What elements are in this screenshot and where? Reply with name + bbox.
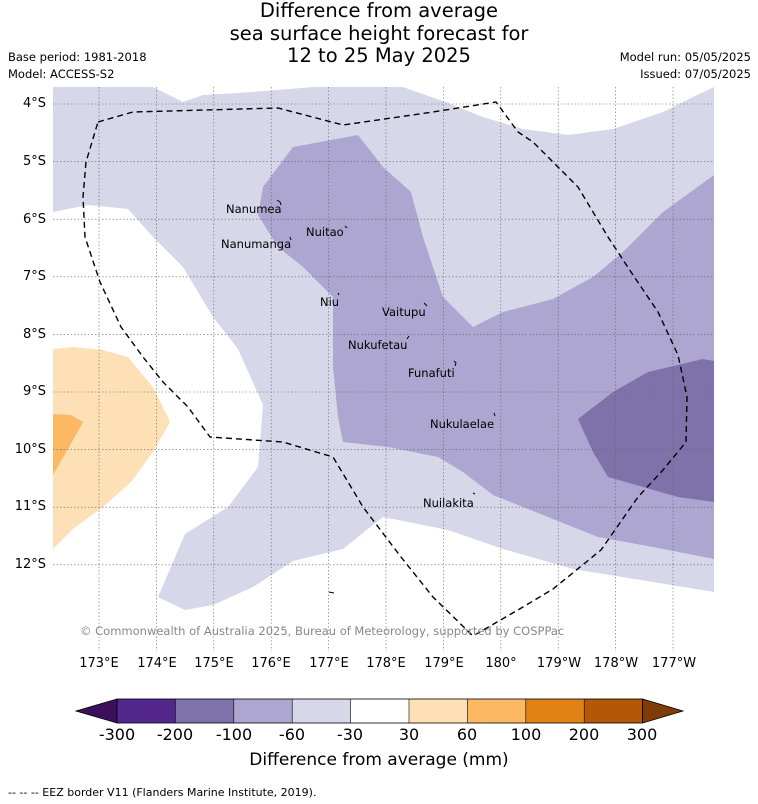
colorbar-label: 60	[456, 725, 478, 744]
label-vaitupu: Vaitupu	[382, 305, 426, 319]
band-p60	[53, 414, 83, 475]
lon-label: 173°E	[79, 656, 119, 671]
colorbar-label: 200	[568, 725, 600, 744]
title-line-2: sea surface height forecast for	[229, 21, 529, 45]
colorbar-segment	[525, 699, 585, 723]
lon-label: 179°W	[536, 656, 582, 671]
model-run: Model run: 05/05/2025	[619, 50, 751, 64]
colorbar-label: -60	[278, 725, 306, 744]
label-nuilakita: Nuilakita	[423, 496, 474, 510]
colorbar-label: 30	[398, 725, 420, 744]
lon-label: 175°E	[194, 656, 234, 671]
island-marker	[453, 360, 457, 367]
colorbar-label: -300	[98, 725, 136, 744]
colorbar-arrow-right	[642, 698, 685, 724]
lat-label: 9°S	[22, 384, 46, 399]
map-title: Difference from average sea surface heig…	[0, 0, 758, 68]
meta-right: Model run: 05/05/2025 Issued: 07/05/2025	[620, 49, 751, 83]
colorbar-segment	[350, 699, 409, 723]
colorbar-segment	[409, 699, 468, 723]
label-nukulaelae: Nukulaelae	[430, 417, 494, 431]
colorbar-segment	[467, 699, 526, 723]
model-name: Model: ACCESS-S2	[8, 67, 115, 81]
colorbar-segment	[292, 699, 351, 723]
lat-label: 5°S	[22, 154, 46, 169]
base-period: Base period: 1981-2018	[8, 50, 147, 64]
eez-border	[82, 101, 688, 637]
label-nuitao: Nuitao	[306, 225, 344, 239]
lon-label: 177°E	[309, 656, 349, 671]
lon-label: 178°W	[593, 656, 639, 671]
colorbar-label: -100	[215, 725, 253, 744]
label-nukufetau: Nukufetau	[348, 338, 407, 352]
lat-label: 4°S	[22, 96, 46, 111]
colorbar-segment	[117, 699, 176, 723]
island-marker	[406, 335, 410, 340]
graticule	[53, 87, 714, 651]
colorbar-frame	[116, 698, 643, 724]
lon-label: 180°	[485, 656, 517, 671]
island-marker	[344, 225, 348, 229]
issued-date: Issued: 07/05/2025	[640, 67, 751, 81]
island-marker	[337, 292, 340, 296]
island-marker	[328, 591, 335, 594]
colorbar-dividers	[175, 699, 585, 723]
island-marker	[289, 236, 292, 241]
lat-label: 8°S	[22, 327, 46, 342]
lon-label: 176°E	[251, 656, 291, 671]
colorbar-label: 300	[626, 725, 658, 744]
label-nanumanga: Nanumanga	[221, 237, 291, 251]
colorbar-label: -200	[156, 725, 194, 744]
island-marker	[493, 412, 496, 417]
colorbar	[74, 698, 685, 724]
colorbar-arrow-left	[74, 698, 118, 724]
lon-label: 177°W	[651, 656, 697, 671]
lon-label: 179°E	[424, 656, 464, 671]
colorbar-segment	[175, 699, 234, 723]
band-m100	[578, 359, 714, 502]
lon-label: 174°E	[137, 656, 177, 671]
band-p30	[53, 347, 170, 549]
label-niu: Niu	[320, 295, 339, 309]
island-marker	[276, 199, 282, 206]
meta-left: Base period: 1981-2018 Model: ACCESS-S2	[8, 49, 147, 83]
eez-footnote: -- -- -- EEZ border V11 (Flanders Marine…	[8, 786, 317, 799]
lat-label: 6°S	[22, 212, 46, 227]
lon-label: 178°E	[366, 656, 406, 671]
island-marker	[423, 302, 428, 307]
title-line-3: 12 to 25 May 2025	[287, 44, 471, 67]
lat-label: 12°S	[14, 557, 46, 572]
sea-level-map: Nanumea Nuitao Nanumanga Niu Vaitupu Nuk…	[53, 87, 714, 651]
colorbar-segment	[233, 699, 293, 723]
lat-label: 7°S	[22, 269, 46, 284]
band-neutral-top	[403, 87, 714, 135]
island-marker	[472, 492, 476, 495]
title-line-1: Difference from average	[259, 0, 499, 22]
band-neutral-top2	[153, 87, 313, 102]
colorbar-title: Difference from average (mm)	[249, 750, 509, 770]
island-markers	[276, 199, 496, 594]
lat-label: 11°S	[14, 499, 46, 514]
colorbar-segment	[584, 699, 643, 723]
colorbar-label: 100	[510, 725, 542, 744]
label-funafuti: Funafuti	[408, 366, 455, 380]
colorbar-label: -30	[336, 725, 364, 744]
lat-label: 10°S	[14, 442, 46, 457]
copyright-notice: © Commonwealth of Australia 2025, Bureau…	[80, 624, 564, 638]
label-nanumea: Nanumea	[226, 202, 282, 216]
